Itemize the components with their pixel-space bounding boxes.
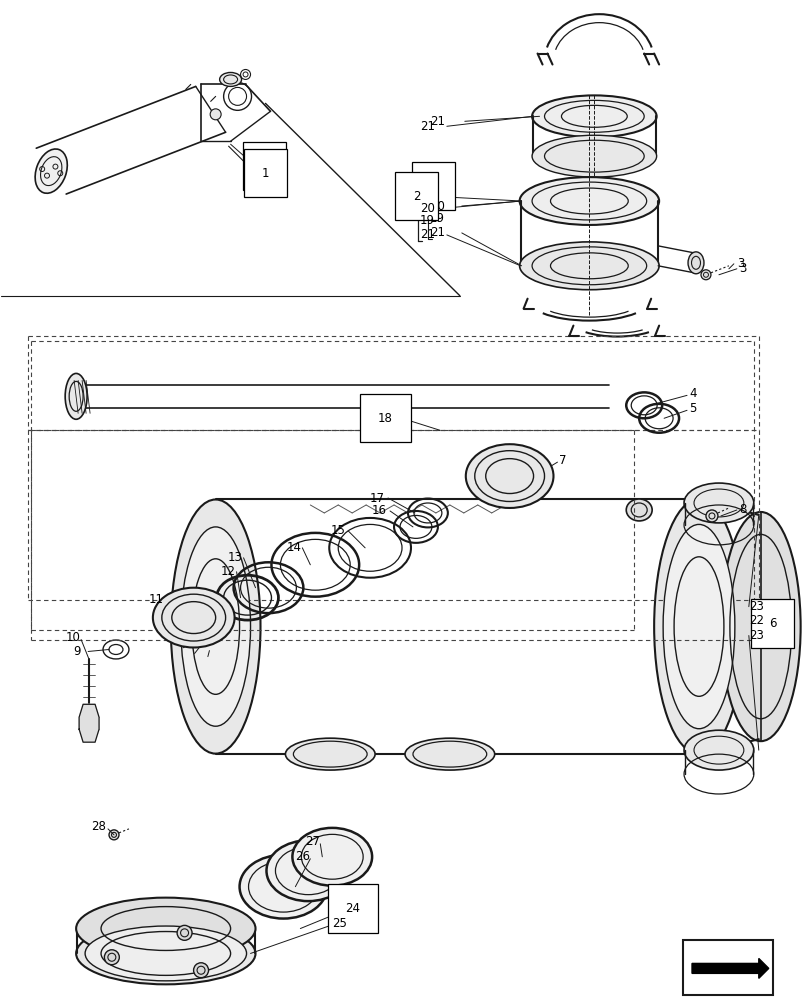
Text: 13: 13 <box>227 551 242 564</box>
Text: 16: 16 <box>371 504 387 517</box>
Text: 23: 23 <box>748 629 763 642</box>
Circle shape <box>705 510 717 522</box>
Circle shape <box>210 109 221 120</box>
Circle shape <box>109 830 119 840</box>
Ellipse shape <box>219 72 241 86</box>
Text: 23: 23 <box>748 600 763 613</box>
Ellipse shape <box>181 527 251 726</box>
Text: 21: 21 <box>429 115 444 128</box>
Text: 18: 18 <box>378 412 393 425</box>
Text: 28: 28 <box>91 820 105 833</box>
Text: 22: 22 <box>748 614 763 627</box>
Text: 3: 3 <box>738 262 745 275</box>
Text: 11: 11 <box>148 593 164 606</box>
Text: 3: 3 <box>736 257 744 270</box>
Ellipse shape <box>76 923 255 984</box>
Text: 21: 21 <box>419 228 435 241</box>
Text: 25: 25 <box>332 917 346 930</box>
Ellipse shape <box>683 483 753 523</box>
Ellipse shape <box>239 855 327 919</box>
Ellipse shape <box>531 135 656 177</box>
Text: 5: 5 <box>689 402 696 415</box>
Ellipse shape <box>625 499 651 521</box>
Ellipse shape <box>152 588 234 647</box>
Text: 26: 26 <box>295 850 310 863</box>
Ellipse shape <box>170 500 260 754</box>
Text: 17: 17 <box>370 492 384 505</box>
Circle shape <box>193 963 208 978</box>
Ellipse shape <box>519 177 659 225</box>
Ellipse shape <box>683 730 753 770</box>
Text: 12: 12 <box>221 565 235 578</box>
Ellipse shape <box>531 95 656 137</box>
Ellipse shape <box>687 252 703 274</box>
Text: 1: 1 <box>260 160 268 173</box>
Polygon shape <box>691 958 768 978</box>
Text: 19: 19 <box>429 212 444 225</box>
Text: 27: 27 <box>305 835 320 848</box>
Ellipse shape <box>654 499 743 754</box>
Text: 1: 1 <box>261 167 268 180</box>
Text: 24: 24 <box>345 902 360 915</box>
Text: 7: 7 <box>559 454 566 467</box>
Ellipse shape <box>266 840 350 901</box>
Text: 21: 21 <box>429 226 444 239</box>
Ellipse shape <box>65 373 87 419</box>
Ellipse shape <box>85 926 247 981</box>
Ellipse shape <box>519 242 659 290</box>
Ellipse shape <box>720 512 800 741</box>
Ellipse shape <box>285 738 375 770</box>
Circle shape <box>105 950 119 965</box>
Text: 6: 6 <box>768 617 775 630</box>
Text: 8: 8 <box>738 503 745 516</box>
Text: 20: 20 <box>419 202 435 215</box>
Ellipse shape <box>76 898 255 959</box>
Ellipse shape <box>466 444 553 508</box>
Text: 10: 10 <box>66 631 81 644</box>
Text: 21: 21 <box>419 120 435 133</box>
Circle shape <box>700 270 710 280</box>
Text: 2: 2 <box>413 190 420 203</box>
Ellipse shape <box>663 524 734 729</box>
Ellipse shape <box>35 149 67 193</box>
Text: 2: 2 <box>429 180 437 193</box>
Polygon shape <box>79 704 99 742</box>
Text: 19: 19 <box>419 214 435 227</box>
Text: 20: 20 <box>429 200 444 213</box>
Text: 9: 9 <box>73 645 80 658</box>
Circle shape <box>177 925 192 940</box>
Text: 4: 4 <box>689 387 696 400</box>
Ellipse shape <box>292 828 371 886</box>
Ellipse shape <box>405 738 494 770</box>
Text: 15: 15 <box>330 524 345 537</box>
Bar <box>682 940 772 995</box>
Text: 14: 14 <box>286 541 301 554</box>
